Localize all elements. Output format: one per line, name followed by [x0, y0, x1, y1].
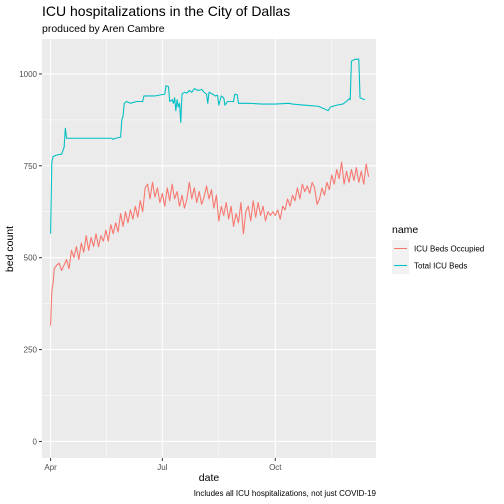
series-lines — [50, 58, 370, 326]
x-axis: Apr Jul Oct — [44, 458, 282, 472]
y-axis-label: bed count — [4, 226, 16, 272]
x-axis-label: date — [199, 472, 220, 484]
series-line-total-icu-beds — [50, 58, 366, 234]
x-tick-label: Apr — [44, 463, 57, 472]
legend: name ICU Beds Occupied Total ICU Beds — [392, 224, 484, 274]
x-tick-label: Oct — [269, 463, 282, 472]
y-axis: 0 250 500 750 1000 — [19, 70, 42, 446]
y-tick-label: 750 — [24, 162, 38, 171]
y-tick-label: 500 — [24, 254, 38, 263]
y-tick-label: 1000 — [19, 70, 37, 79]
chart-caption: Includes all ICU hospitalizations, not j… — [194, 489, 377, 498]
chart-subtitle: produced by Aren Cambre — [42, 23, 165, 35]
series-line-icu-beds-occupied — [50, 161, 370, 326]
plot-panel — [42, 39, 376, 458]
x-tick-label: Jul — [157, 463, 167, 472]
y-tick-label: 0 — [33, 437, 38, 446]
legend-title: name — [392, 224, 418, 236]
legend-label: Total ICU Beds — [414, 262, 467, 271]
minor-gridlines — [42, 39, 376, 458]
chart-title: ICU hospitalizations in the City of Dall… — [42, 3, 290, 19]
y-tick-label: 250 — [24, 346, 38, 355]
legend-label: ICU Beds Occupied — [414, 245, 484, 254]
major-gridlines — [42, 39, 376, 458]
